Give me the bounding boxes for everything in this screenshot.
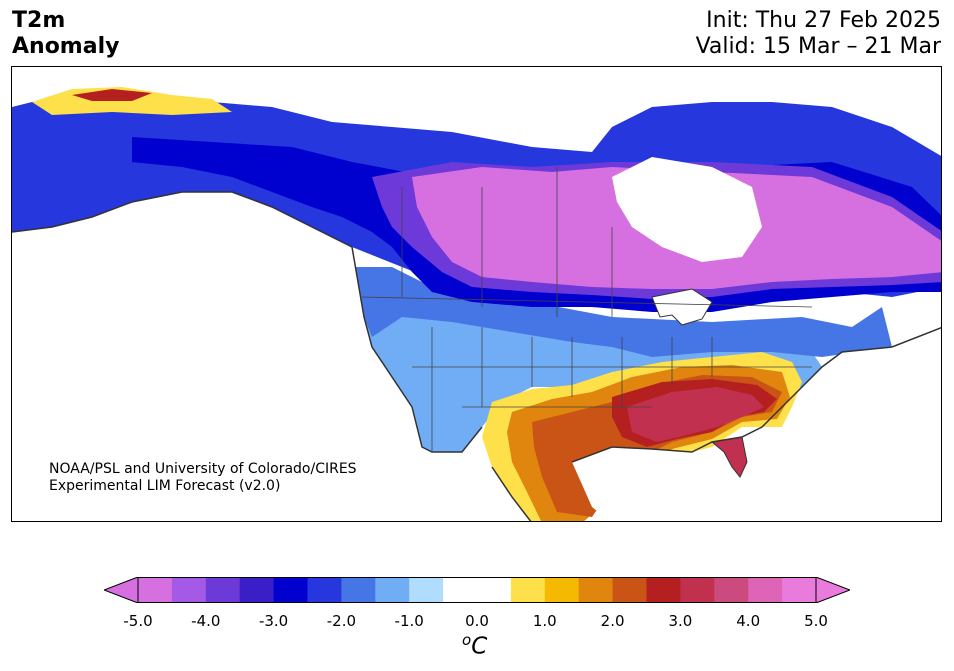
- map-panel: [11, 66, 942, 522]
- region-gulf-of-mexico: [572, 447, 712, 521]
- colorbar-ticks: -5.0 -4.0 -3.0 -2.0 -1.0 0.0 1.0 2.0 3.0 4.0 5.0: [0, 612, 954, 632]
- coastline: [12, 191, 941, 521]
- colorbar-segment: [239, 577, 275, 603]
- credit-text: NOAA/PSL and University of Colorado/CIRE…: [49, 461, 357, 495]
- colorbar-tick-label: 1.0: [532, 612, 557, 630]
- forecast-dates: Init: Thu 27 Feb 2025 Valid: 15 Mar – 21…: [696, 8, 941, 60]
- region-pacific-ocean: [12, 192, 492, 521]
- unit-celsius: C: [471, 633, 488, 660]
- colorbar-segment: [171, 577, 207, 603]
- colorbar-tick-label: 3.0: [668, 612, 693, 630]
- region-west-us: [362, 292, 822, 452]
- colorbar-tick-label: -4.0: [191, 612, 221, 630]
- anomaly-map: [12, 67, 941, 521]
- colorbar-segment: [544, 577, 580, 603]
- map-title-field: Anomaly: [12, 34, 120, 59]
- map-title: T2m Anomaly: [12, 8, 119, 60]
- colorbar-unit-label: oC: [462, 631, 487, 660]
- colorbar-segment: [612, 577, 647, 603]
- colorbar-segment: [443, 577, 478, 603]
- colorbar-segment: [578, 577, 614, 603]
- state-borders: [361, 167, 813, 452]
- colorbar-segment: [510, 577, 546, 603]
- colorbar-tick-label: 0.0: [465, 612, 489, 630]
- colorbar-segment: [375, 577, 410, 603]
- valid-date-label: Valid: 15 Mar – 21 Mar: [695, 34, 941, 59]
- colorbar-tick-label: -1.0: [394, 612, 424, 630]
- colorbar-tick-label: 2.0: [600, 612, 625, 630]
- colorbar-segment: [341, 577, 376, 603]
- region-great-lakes: [651, 288, 713, 326]
- colorbar-segment: [409, 577, 444, 603]
- colorbar: [104, 577, 850, 603]
- colorbar-tick-label: 5.0: [804, 612, 828, 630]
- colorbar-segment: [748, 577, 783, 603]
- colorbar-segment: [273, 577, 308, 603]
- colorbar-tick-label: -5.0: [123, 612, 153, 630]
- init-date-label: Init: Thu 27 Feb 2025: [706, 8, 941, 33]
- colorbar-segment: [680, 577, 715, 603]
- credit-line-1: NOAA/PSL and University of Colorado/CIRE…: [49, 461, 357, 477]
- credit-line-2: Experimental LIM Forecast (v2.0): [49, 478, 281, 494]
- region-arctic: [442, 67, 941, 112]
- region-hudson-bay: [612, 157, 762, 262]
- colorbar-segment: [477, 577, 512, 603]
- colorbar-segment: [205, 577, 241, 603]
- region-southeast-crimson: [627, 387, 764, 442]
- colorbar-outline: [137, 577, 817, 603]
- colorbar-segment: [307, 577, 342, 603]
- colorbar-segment: [782, 577, 817, 603]
- colorbar-segment: [646, 577, 681, 603]
- colorbar-segment: [138, 577, 173, 603]
- colorbar-segment: [714, 577, 749, 603]
- region-atlantic-ocean: [633, 327, 941, 521]
- colorbar-tick-label: 4.0: [736, 612, 761, 630]
- region-alaska-red-strip: [72, 89, 152, 101]
- unit-degree-symbol: o: [462, 631, 472, 649]
- colorbar-tick-label: -3.0: [258, 612, 289, 630]
- colorbar-extend-low: [104, 577, 139, 603]
- region-northern-blue-band: [312, 267, 892, 357]
- colorbar-tick-label: -2.0: [326, 612, 357, 630]
- map-title-variable: T2m: [12, 8, 66, 33]
- colorbar-extend-high: [815, 577, 850, 603]
